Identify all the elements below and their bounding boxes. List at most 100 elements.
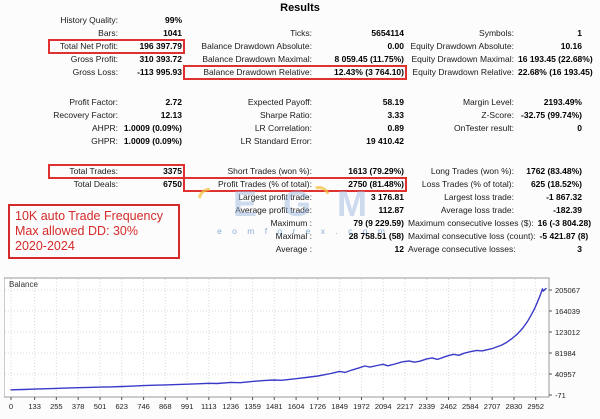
stats-grid: History Quality: 99% Bars: 1041 Total Net Pr… [8, 14, 593, 256]
stat-row: Maximal : 28 758.51 (58) [186, 230, 404, 243]
stat-label: Average profit trade: [235, 205, 312, 215]
stat-value: 2750 (81.48%) [348, 179, 404, 189]
stat-row: Profit Factor: 2.72 [8, 96, 182, 109]
stat-value: 99% [164, 15, 182, 25]
stat-value: -113 995.93 [137, 67, 182, 77]
stat-value: 1 [577, 28, 582, 38]
stat-row: History Quality: 99% [8, 14, 182, 27]
svg-text:2584: 2584 [462, 402, 479, 411]
stat-label: Maximal : [275, 231, 312, 241]
stat-label: Profit Factor: [69, 97, 118, 107]
stat-value: 12 [394, 244, 404, 254]
svg-text:2830: 2830 [506, 402, 523, 411]
stat-label: Ticks: [290, 28, 312, 38]
stat-label: Largest loss trade: [444, 192, 514, 202]
stat-label: Margin Level: [462, 97, 514, 107]
svg-text:1481: 1481 [266, 402, 283, 411]
stat-value: 1.0009 (0.09%) [123, 136, 182, 146]
stat-value: 58.19 [382, 97, 404, 107]
stat-row: Total Trades: 3375 [8, 164, 185, 179]
stat-row: Maximum : 79 (9 229.59) [186, 217, 404, 230]
stat-value: 6750 [163, 179, 182, 189]
annotation-line-2: Max allowed DD: 30% [15, 224, 138, 238]
svg-text:2217: 2217 [397, 402, 414, 411]
stat-value: 22.68% (16 193.45) [518, 67, 593, 77]
stat-row: GHPR: 1.0009 (0.09%) [8, 135, 182, 148]
stat-value: 1762 (83.48%) [526, 166, 582, 176]
stat-row-empty [408, 14, 582, 27]
stat-row: AHPR: 1.0009 (0.09%) [8, 122, 182, 135]
balance-chart: 0 133 255 378 501 623 746 868 991 1113 1236 1359 148… [3, 276, 598, 414]
svg-text:2339: 2339 [418, 402, 435, 411]
stats-column-middle: Ticks: 5654114 Balance Drawdown Absolute: 0… [183, 14, 407, 256]
stat-value: 3.33 [387, 110, 404, 120]
stat-row: Gross Profit: 310 393.72 [8, 53, 182, 66]
svg-text:991: 991 [181, 402, 194, 411]
stat-value: 310 393.72 [139, 54, 182, 64]
svg-text:81984: 81984 [555, 349, 576, 358]
stat-label: Average consecutive losses: [408, 244, 516, 254]
svg-text:501: 501 [94, 402, 107, 411]
stat-label: Profit Trades (% of total): [217, 179, 312, 189]
stat-row-empty [408, 135, 582, 148]
stat-value: 8 059.45 (11.75%) [334, 54, 404, 64]
stat-label: AHPR: [92, 123, 118, 133]
stat-label: Average : [275, 244, 312, 254]
stat-value: 79 (9 229.59) [353, 218, 404, 228]
stat-value: 3 176.81 [370, 192, 404, 202]
stat-value: 0 [577, 123, 582, 133]
svg-text:1849: 1849 [331, 402, 348, 411]
stat-label: OnTester result: [454, 123, 514, 133]
stat-label: Z-Score: [481, 110, 514, 120]
svg-text:0: 0 [9, 402, 13, 411]
stat-row: Symbols: 1 [408, 27, 582, 40]
svg-text:1359: 1359 [244, 402, 261, 411]
stat-label: Average loss trade: [440, 205, 514, 215]
stat-row: Equity Drawdown Relative: 22.68% (16 193.… [408, 66, 593, 79]
svg-text:40957: 40957 [555, 370, 576, 379]
stat-row: Total Net Profit: 196 397.79 [8, 39, 185, 54]
svg-text:1726: 1726 [309, 402, 326, 411]
stats-group-gap [408, 148, 582, 165]
stat-value: -32.75 (99.74%) [521, 110, 582, 120]
stat-row: Largest loss trade: -1 867.32 [408, 191, 582, 204]
stat-row: Maximal consecutive loss (count): -5 421.… [408, 230, 588, 243]
svg-text:-71: -71 [555, 391, 566, 400]
stat-value: 19 410.42 [366, 136, 404, 146]
stat-label: Balance Drawdown Maximal: [202, 54, 312, 64]
svg-text:255: 255 [50, 402, 63, 411]
svg-text:2707: 2707 [484, 402, 501, 411]
stat-row: Bars: 1041 [8, 27, 182, 40]
stats-group-gap [186, 148, 404, 165]
stat-row: Profit Trades (% of total): 2750 (81.48%) [183, 177, 407, 192]
stat-value: 112.87 [378, 205, 404, 215]
stat-row: Margin Level: 2193.49% [408, 96, 582, 109]
stat-label: GHPR: [91, 136, 118, 146]
stat-label: Recovery Factor: [53, 110, 118, 120]
stat-row: OnTester result: 0 [408, 122, 582, 135]
stat-row: Maximum consecutive losses ($): 16 (-3 80… [408, 217, 591, 230]
svg-text:868: 868 [159, 402, 172, 411]
stats-group-gap [8, 79, 182, 96]
stat-label: LR Standard Error: [240, 136, 312, 146]
stat-row-empty [186, 14, 404, 27]
stats-column-left: History Quality: 99% Bars: 1041 Total Net Pr… [8, 14, 185, 256]
stat-value: 0.89 [387, 123, 404, 133]
stat-label: Sharpe Ratio: [260, 110, 312, 120]
stat-label: Total Net Profit: [59, 41, 118, 51]
stat-label: Maximal consecutive loss (count): [408, 231, 536, 241]
stat-value: 12.43% (3 764.10) [334, 67, 404, 77]
stat-value: 2.72 [165, 97, 182, 107]
stat-label: Expected Payoff: [247, 97, 312, 107]
stat-value: -182.39 [553, 205, 582, 215]
stat-row: Equity Drawdown Maximal: 16 193.45 (22.68… [408, 53, 592, 66]
stat-label: Gross Profit: [70, 54, 118, 64]
svg-text:378: 378 [72, 402, 85, 411]
svg-text:1113: 1113 [201, 402, 217, 411]
svg-text:2462: 2462 [440, 402, 457, 411]
stat-value: -1 867.32 [546, 192, 582, 202]
balance-chart-svg: 0 133 255 378 501 623 746 868 991 1113 1236 1359 148… [3, 277, 580, 411]
stat-row: Average profit trade: 112.87 [186, 204, 404, 217]
stat-row: Z-Score: -32.75 (99.74%) [408, 109, 582, 122]
